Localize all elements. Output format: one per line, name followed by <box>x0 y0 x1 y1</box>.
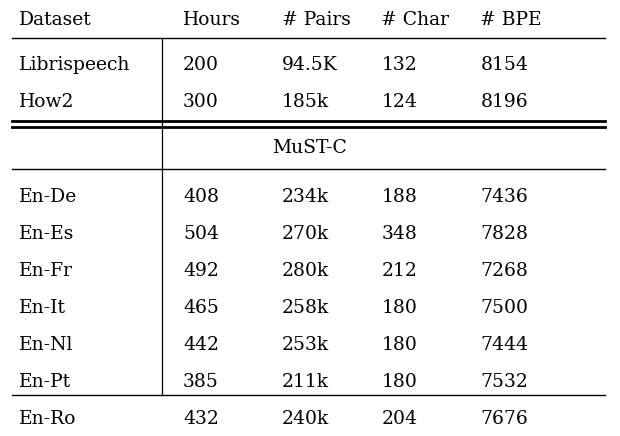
Text: MuST-C: MuST-C <box>273 139 347 157</box>
Text: En-Fr: En-Fr <box>19 262 73 280</box>
Text: 180: 180 <box>381 373 417 392</box>
Text: 280k: 280k <box>282 262 329 280</box>
Text: 8154: 8154 <box>480 56 528 74</box>
Text: 7676: 7676 <box>480 410 528 429</box>
Text: 212: 212 <box>381 262 417 280</box>
Text: 7268: 7268 <box>480 262 528 280</box>
Text: 408: 408 <box>183 188 219 206</box>
Text: 204: 204 <box>381 410 417 429</box>
Text: 124: 124 <box>381 93 417 111</box>
Text: 348: 348 <box>381 225 417 243</box>
Text: 7828: 7828 <box>480 225 528 243</box>
Text: 300: 300 <box>183 93 219 111</box>
Text: # BPE: # BPE <box>480 11 542 29</box>
Text: 270k: 270k <box>282 225 329 243</box>
Text: 7436: 7436 <box>480 188 528 206</box>
Text: Dataset: Dataset <box>19 11 91 29</box>
Text: 94.5K: 94.5K <box>282 56 338 74</box>
Text: 211k: 211k <box>282 373 329 392</box>
Text: Hours: Hours <box>183 11 241 29</box>
Text: 200: 200 <box>183 56 219 74</box>
Text: 7444: 7444 <box>480 336 528 354</box>
Text: # Pairs: # Pairs <box>282 11 351 29</box>
Text: 432: 432 <box>183 410 219 429</box>
Text: 185k: 185k <box>282 93 329 111</box>
Text: Librispeech: Librispeech <box>19 56 130 74</box>
Text: 240k: 240k <box>282 410 329 429</box>
Text: 442: 442 <box>183 336 219 354</box>
Text: En-De: En-De <box>19 188 77 206</box>
Text: 132: 132 <box>381 56 417 74</box>
Text: En-Nl: En-Nl <box>19 336 73 354</box>
Text: 7532: 7532 <box>480 373 528 392</box>
Text: 253k: 253k <box>282 336 329 354</box>
Text: 180: 180 <box>381 299 417 317</box>
Text: 188: 188 <box>381 188 417 206</box>
Text: # Char: # Char <box>381 11 450 29</box>
Text: 180: 180 <box>381 336 417 354</box>
Text: How2: How2 <box>19 93 74 111</box>
Text: En-Ro: En-Ro <box>19 410 76 429</box>
Text: 492: 492 <box>183 262 219 280</box>
Text: 465: 465 <box>183 299 219 317</box>
Text: En-Pt: En-Pt <box>19 373 71 392</box>
Text: 258k: 258k <box>282 299 329 317</box>
Text: 385: 385 <box>183 373 219 392</box>
Text: 7500: 7500 <box>480 299 528 317</box>
Text: 8196: 8196 <box>480 93 528 111</box>
Text: 234k: 234k <box>282 188 329 206</box>
Text: 504: 504 <box>183 225 219 243</box>
Text: En-It: En-It <box>19 299 66 317</box>
Text: En-Es: En-Es <box>19 225 74 243</box>
